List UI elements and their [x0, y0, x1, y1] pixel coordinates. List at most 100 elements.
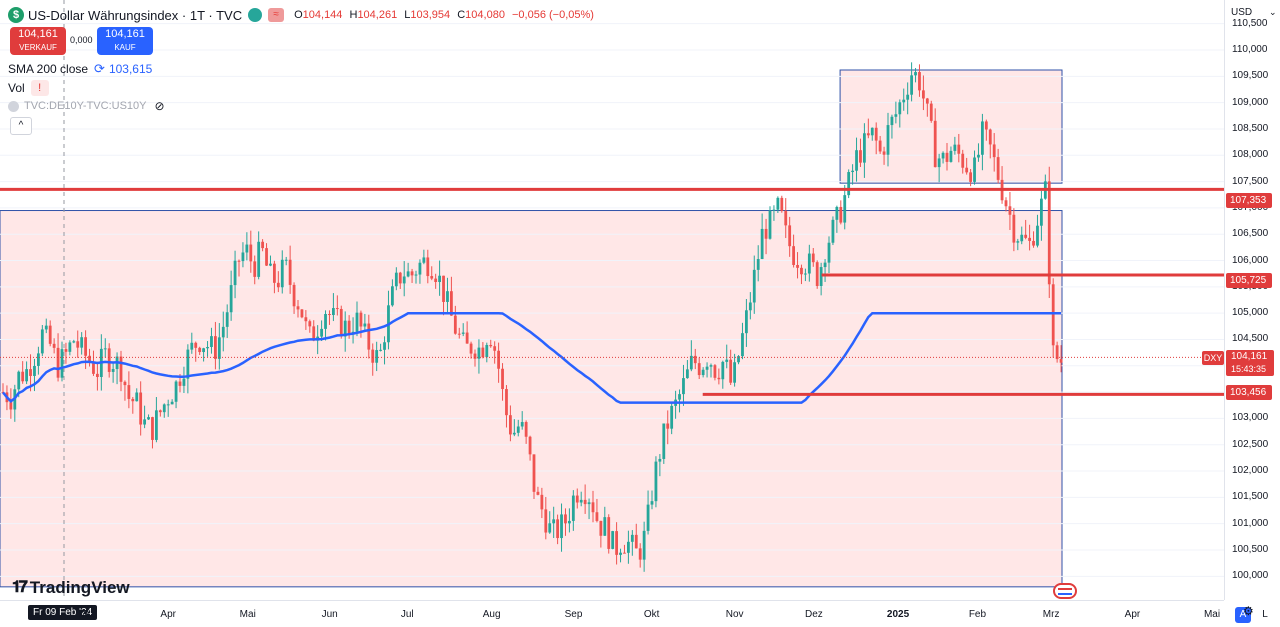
candle-body — [1020, 234, 1024, 242]
candle-body — [591, 502, 595, 513]
candle-body — [630, 534, 634, 542]
candle-body — [96, 373, 99, 377]
candle-body — [414, 274, 418, 276]
currency-label[interactable]: USD — [1231, 7, 1253, 18]
candle-body — [540, 494, 544, 510]
time-tick: Jul — [400, 609, 414, 620]
log-scale-button[interactable]: L — [1262, 609, 1268, 620]
candle-body — [394, 272, 398, 287]
candle-body — [198, 347, 202, 353]
candle-body — [68, 342, 72, 352]
candle-body — [402, 276, 406, 284]
candle-body — [524, 422, 528, 437]
collapse-legend-button[interactable]: ^ — [10, 117, 32, 135]
candle-body — [886, 125, 890, 155]
candle-body — [355, 312, 359, 332]
candle-body — [273, 263, 276, 283]
candle-body — [918, 72, 921, 91]
candle-body — [406, 271, 410, 277]
price-tick: 107,500 — [1232, 175, 1269, 187]
candle-body — [1047, 181, 1051, 285]
price-tick: 106,500 — [1232, 228, 1269, 240]
candle-body — [682, 378, 685, 395]
price-tick: 105,000 — [1232, 307, 1269, 319]
volume-legend[interactable]: Vol ! — [8, 80, 49, 96]
candle-body — [103, 348, 107, 350]
candle-body — [48, 325, 52, 344]
candle-body — [839, 206, 843, 223]
candle-body — [135, 392, 139, 402]
compare-legend[interactable]: TVC:DE10Y-TVC:US10Y ⊘ — [8, 99, 165, 113]
candlestick-chart[interactable] — [0, 0, 1224, 600]
candle-body — [760, 228, 764, 260]
candle-body — [465, 332, 469, 344]
candle-body — [851, 170, 854, 173]
candle-body — [37, 353, 40, 366]
flag-icon[interactable] — [1053, 583, 1077, 599]
candle-body — [689, 355, 693, 370]
candle-body — [784, 210, 788, 226]
ohlc-change: −0,056 (−0,05%) — [512, 9, 594, 21]
candle-body — [265, 248, 268, 266]
candle-body — [40, 329, 44, 354]
warning-icon[interactable]: ! — [30, 80, 49, 96]
candle-body — [25, 369, 28, 382]
candle-body — [748, 302, 752, 311]
candle-body — [107, 348, 111, 372]
tradingview-logo[interactable]: 𝟏𝟕 TradingView — [12, 578, 130, 598]
candle-body — [509, 415, 512, 435]
candle-body — [88, 355, 91, 363]
candle-body — [941, 152, 945, 159]
time-tick: Apr — [1124, 609, 1141, 620]
candle-body — [603, 517, 607, 536]
candle-body — [300, 309, 304, 318]
candle-body — [158, 410, 162, 413]
candle-body — [874, 127, 878, 141]
candle-body — [866, 133, 870, 136]
candle-body — [253, 261, 257, 277]
time-axis[interactable]: Fr 09 Feb '24 Mrz Apr Mai Jun Jul Aug Sep Okt No… — [0, 600, 1268, 627]
candle-body — [280, 259, 284, 288]
candle-body — [418, 262, 422, 275]
candle-body — [855, 150, 858, 171]
symbol-title[interactable]: US-Dollar Währungsindex · 1T · TVC — [28, 7, 243, 23]
ohlc-close-key: C — [457, 9, 466, 21]
auto-scale-button[interactable]: A — [1235, 607, 1251, 623]
bar-countdown: 15:43:35 — [1231, 364, 1267, 374]
candle-body — [988, 129, 992, 145]
compare-label: TVC:DE10Y-TVC:US10Y — [24, 100, 147, 112]
candle-body — [646, 504, 650, 531]
compare-symbol-icon — [8, 100, 19, 112]
candle-body — [890, 116, 894, 126]
candle-body — [166, 404, 170, 406]
candle-body — [709, 365, 713, 367]
candle-body — [225, 312, 229, 327]
buy-button[interactable]: 104,161 KAUF — [97, 27, 153, 55]
candle-body — [80, 337, 84, 348]
candle-body — [583, 499, 587, 505]
candle-body — [587, 502, 591, 505]
candle-body — [147, 417, 150, 420]
wave-icon[interactable]: ≈ — [268, 8, 285, 22]
candle-body — [949, 150, 953, 162]
candle-body — [410, 271, 414, 276]
level-tag-2: 105,725 — [1226, 273, 1272, 288]
price-axis[interactable]: USD ⌄ 110,500 110,000 109,500 109,000 108,50… — [1224, 0, 1280, 600]
currency-dropdown-icon[interactable]: ⌄ — [1269, 7, 1277, 17]
sell-button[interactable]: 104,161 VERKAUF — [10, 27, 66, 55]
buy-price: 104,161 — [105, 28, 145, 40]
candle-body — [320, 328, 323, 337]
candle-body — [516, 426, 520, 433]
candle-body — [296, 306, 300, 310]
candle-body — [678, 394, 681, 400]
sma-legend[interactable]: SMA 200 close ⟳ 103,615 — [8, 61, 152, 77]
time-tick: Mrz — [78, 609, 96, 620]
chart-pane[interactable]: $ US-Dollar Währungsindex · 1T · TVC ≈ O… — [0, 0, 1224, 600]
price-tick: 102,500 — [1232, 438, 1269, 450]
candle-body — [961, 153, 965, 168]
eye-hidden-icon[interactable]: ⊘ — [154, 99, 165, 113]
market-status-icon[interactable] — [248, 8, 263, 22]
settings-gear-icon[interactable]: ⚙ — [1243, 604, 1254, 618]
candle-body — [60, 349, 64, 378]
candle-body — [800, 267, 803, 275]
